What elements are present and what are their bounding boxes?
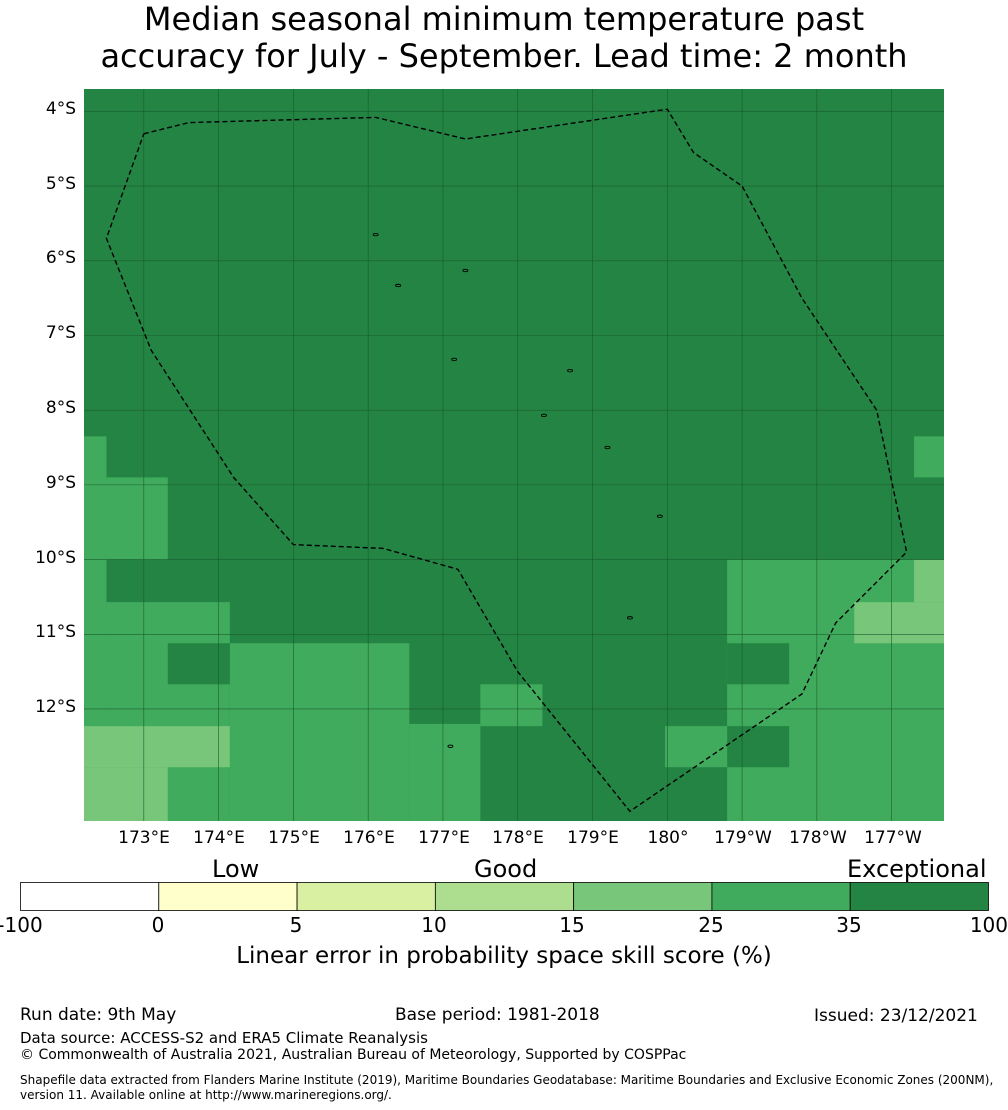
island-outline (626, 616, 633, 620)
colorbar-segment (434, 882, 575, 911)
skill-cell (106, 477, 168, 560)
lon-label: 177°W (864, 828, 922, 848)
lat-label: 12°S (35, 697, 76, 717)
island-outline (656, 514, 663, 518)
skill-cell (914, 436, 944, 478)
skill-score-map (84, 89, 944, 821)
island-outline (567, 368, 574, 373)
category-low: Low (212, 855, 260, 883)
skill-cells (84, 89, 944, 821)
skill-cell (727, 643, 790, 685)
lat-label: 9°S (45, 473, 76, 493)
colorbar-tick: 5 (289, 913, 303, 937)
lat-label: 7°S (45, 323, 76, 343)
colorbar-tick: 15 (559, 913, 585, 937)
colorbar-segment (158, 882, 298, 911)
skill-cell (727, 726, 790, 768)
skill-cell (665, 726, 728, 768)
lon-label: 176°E (343, 828, 395, 848)
island-outline (540, 413, 547, 418)
lat-label: 5°S (45, 174, 76, 194)
island-outline (451, 357, 458, 362)
lat-label: 4°S (45, 99, 76, 119)
lon-label: 179°W (714, 828, 772, 848)
graticule (84, 89, 944, 821)
lon-label: 178°W (789, 828, 847, 848)
data-source: Data source: ACCESS-S2 and ERA5 Climate … (20, 1029, 428, 1047)
colorbar-segment (20, 882, 160, 911)
lon-label: 175°E (268, 828, 320, 848)
map-title-line-2: accuracy for July - September. Lead time… (100, 37, 908, 75)
colorbar-tick: -100 (0, 913, 43, 937)
lat-label: 8°S (45, 398, 76, 418)
lon-label: 174°E (193, 828, 245, 848)
map-title-line-1: Median seasonal minimum temperature past (143, 0, 865, 38)
shapefile-credit-line-2: version 11. Available online at http://w… (20, 1088, 392, 1102)
colorbar-segment (573, 882, 713, 911)
colorbar-segment (849, 882, 989, 911)
colorbar (20, 882, 989, 911)
eez-boundary (105, 108, 908, 813)
base-period: Base period: 1981-2018 (395, 1005, 600, 1025)
island-outline (395, 283, 402, 288)
island-outline (447, 744, 454, 748)
category-exceptional: Exceptional (847, 855, 987, 883)
skill-cell (84, 767, 168, 821)
issued-date: Issued: 23/12/2021 (814, 1006, 978, 1026)
lat-label: 10°S (35, 548, 76, 568)
lon-label: 178°E (492, 828, 544, 848)
islands (372, 233, 663, 748)
colorbar-tick: 35 (836, 913, 862, 937)
skill-cell (167, 643, 230, 685)
lon-label: 180° (647, 828, 689, 848)
run-date: Run date: 9th May (20, 1005, 177, 1025)
category-good: Good (474, 855, 538, 883)
lat-label: 6°S (45, 248, 76, 268)
island-outline (462, 268, 469, 273)
skill-cell (84, 436, 107, 821)
skill-cell (727, 559, 944, 821)
lon-label: 173°E (118, 828, 170, 848)
skill-cell (409, 723, 481, 821)
shapefile-credit-line-1: Shapefile data extracted from Flanders M… (20, 1073, 994, 1087)
colorbar-segment (296, 882, 436, 911)
colorbar-tick: 25 (698, 913, 724, 937)
lon-label: 177°E (418, 828, 470, 848)
colorbar-segment (711, 882, 851, 911)
skill-cell (854, 602, 944, 644)
skill-cell (480, 684, 543, 727)
skill-cell (229, 643, 410, 821)
island-outline (604, 445, 611, 450)
colorbar-tick: 100 (969, 913, 1008, 937)
skill-cell (84, 726, 230, 768)
skill-cell (914, 559, 944, 603)
copyright: © Commonwealth of Australia 2021, Austra… (20, 1047, 687, 1063)
lon-label: 179°E (567, 828, 619, 848)
colorbar-label: Linear error in probability space skill … (236, 943, 772, 969)
lat-label: 11°S (35, 622, 76, 642)
colorbar-tick: 0 (151, 913, 165, 937)
colorbar-tick: 10 (421, 913, 447, 937)
island-outline (372, 233, 379, 237)
